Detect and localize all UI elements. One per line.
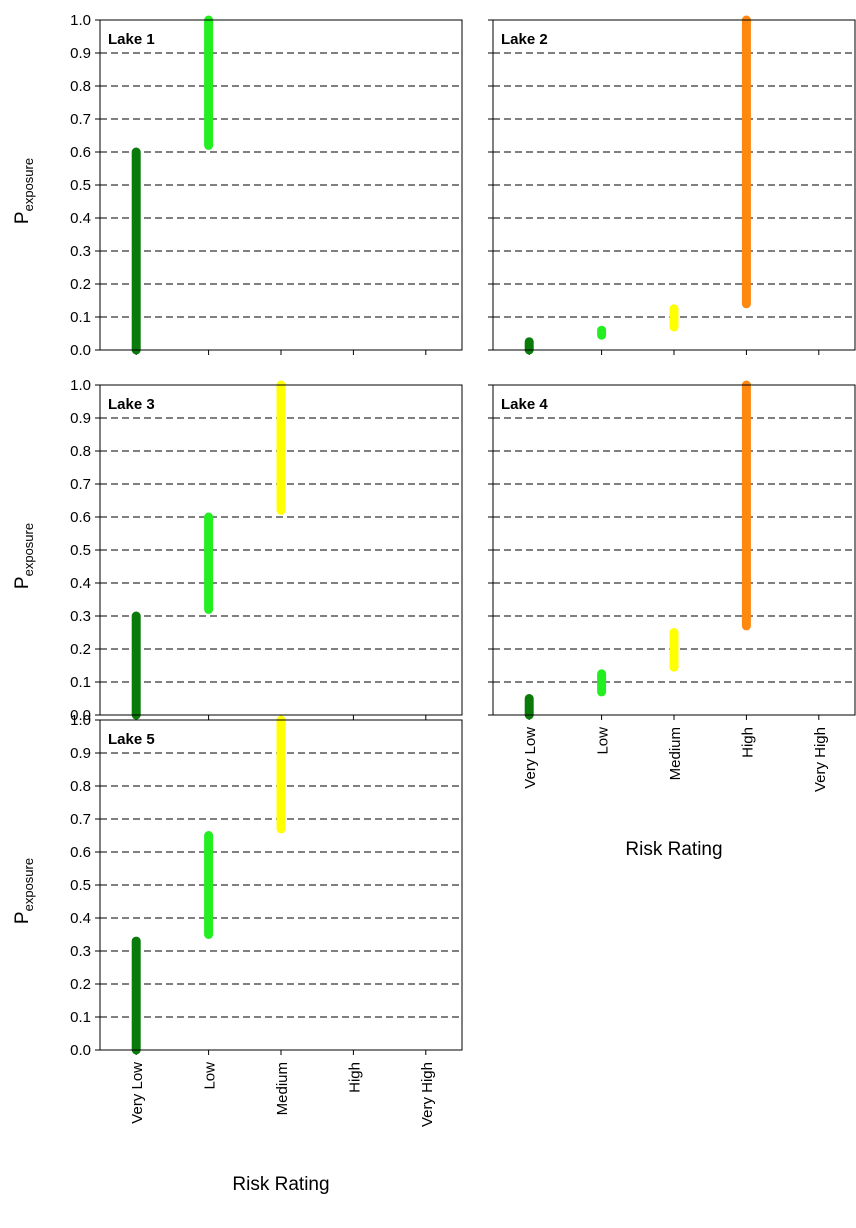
y-tick-label: 0.3: [70, 943, 91, 960]
x-axis-title: Risk Rating: [625, 839, 722, 860]
x-tick-label: High: [346, 1062, 363, 1093]
y-tick-label: 0.2: [70, 976, 91, 993]
y-axis-title-main: P: [12, 576, 33, 589]
y-tick-label: 0.5: [70, 542, 91, 559]
y-tick-label: 0.6: [70, 509, 91, 526]
y-axis-title-subscript: exposure: [21, 158, 36, 211]
y-tick-label: 0.9: [70, 745, 91, 762]
y-axis-title: Pexposure: [12, 158, 36, 224]
x-tick-label: Very Low: [129, 1062, 146, 1124]
y-tick-label: 0.9: [70, 45, 91, 62]
panel-lake-5: 0.0 0.1 0.2 0.3 0.4 0.5 0.6 0.7 0.8 0.9 1.0 Lake 5 P…: [12, 712, 463, 1195]
y-tick-label: 1.0: [70, 712, 91, 729]
x-tick-label: Very High: [812, 727, 829, 792]
panel-title: Lake 5: [108, 731, 155, 748]
y-tick-label: 0.5: [70, 177, 91, 194]
y-tick-label: 0.6: [70, 144, 91, 161]
y-tick-label: 0.8: [70, 778, 91, 795]
panel-lake-1: 0.0 0.1 0.2 0.3 0.4 0.5 0.6 0.7 0.8 0.9 1.0 Lake 1 P…: [12, 12, 463, 359]
y-tick-label: 0.3: [70, 243, 91, 260]
y-axis-title-subscript: exposure: [21, 858, 36, 911]
y-tick-label: 0.3: [70, 608, 91, 625]
y-tick-label: 0.5: [70, 877, 91, 894]
y-axis-title-main: P: [12, 211, 33, 224]
panel-title: Lake 2: [501, 31, 548, 48]
y-tick-label: 0.2: [70, 276, 91, 293]
y-tick-label: 1.0: [70, 12, 91, 29]
y-tick-label: 0.4: [70, 910, 91, 927]
panel-title: Lake 3: [108, 396, 155, 413]
y-tick-label: 0.1: [70, 1009, 91, 1026]
y-tick-label: 0.9: [70, 410, 91, 427]
y-tick-label: 0.0: [70, 342, 91, 359]
panel-title: Lake 1: [108, 31, 155, 48]
y-tick-label: 0.0: [70, 707, 91, 724]
plot-frame: [99, 384, 463, 716]
x-tick-label: Low: [595, 727, 612, 755]
y-tick-label: 0.4: [70, 575, 91, 592]
y-tick-label: 0.2: [70, 641, 91, 658]
plot-frame: [99, 719, 463, 1051]
y-axis-title-main: P: [12, 911, 33, 924]
y-tick-label: 0.8: [70, 78, 91, 95]
y-axis-title: Pexposure: [12, 523, 36, 589]
x-axis-title: Risk Rating: [232, 1174, 329, 1195]
y-axis-title: Pexposure: [12, 858, 36, 924]
y-tick-label: 0.1: [70, 309, 91, 326]
x-tick-label: Medium: [274, 1062, 291, 1115]
plot-frame: [492, 19, 856, 351]
x-tick-label: Low: [202, 1062, 219, 1090]
y-tick-label: 0.7: [70, 811, 91, 828]
y-tick-label: 0.8: [70, 443, 91, 460]
y-tick-label: 0.1: [70, 674, 91, 691]
y-tick-label: 0.7: [70, 476, 91, 493]
x-tick-label: Very Low: [522, 727, 539, 789]
x-tick-label: High: [739, 727, 756, 758]
plot-frame: [99, 19, 463, 351]
y-tick-label: 0.0: [70, 1042, 91, 1059]
panel-lake-3: 0.0 0.1 0.2 0.3 0.4 0.5 0.6 0.7 0.8 0.9 1.0 Lake 3 P…: [12, 377, 463, 724]
y-tick-label: 0.4: [70, 210, 91, 227]
y-tick-label: 0.6: [70, 844, 91, 861]
panel-title: Lake 4: [501, 396, 548, 413]
y-axis-title-subscript: exposure: [21, 523, 36, 576]
x-tick-label: Medium: [667, 727, 684, 780]
panel-lake-4: Lake 4 Very Low Low Medium High Very High Risk…: [488, 380, 856, 860]
x-tick-label: Very High: [419, 1062, 436, 1127]
y-tick-label: 0.7: [70, 111, 91, 128]
plot-frame: [492, 384, 856, 716]
y-tick-label: 1.0: [70, 377, 91, 394]
panel-lake-2: Lake 2: [488, 15, 856, 355]
